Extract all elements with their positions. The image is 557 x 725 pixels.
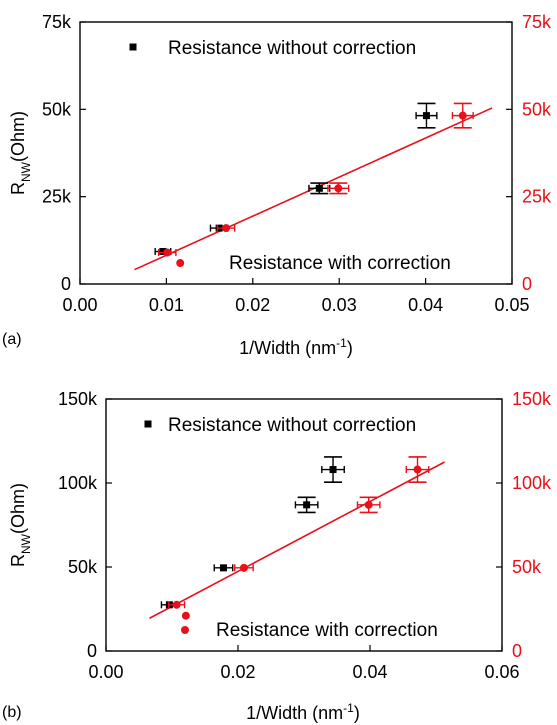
- circle-marker: [181, 611, 190, 620]
- y-tick-label-right: 0: [512, 641, 522, 661]
- x-axis-label-b-end: ): [354, 703, 360, 723]
- point-with-correction: [157, 248, 177, 257]
- x-axis-label-b-main: 1/Width (nm: [246, 703, 343, 723]
- square-marker: [159, 248, 167, 256]
- x-ticks-b: 0.00 0.02 0.04 0.06: [88, 645, 520, 682]
- point-with-correction: [233, 563, 254, 572]
- y-ticks-left-a: 0 25k 50k 75k: [42, 12, 86, 294]
- plot-frame-b: [105, 398, 503, 652]
- point-with-correction: [451, 102, 474, 129]
- point-with-correction: [181, 611, 190, 620]
- y-axis-label-b: RNW(Ohm): [8, 483, 33, 567]
- point-with-correction: [327, 182, 350, 195]
- y-tick-label-left: 0: [87, 641, 97, 661]
- square-marker: [422, 112, 430, 120]
- point-with-correction: [176, 259, 185, 268]
- x-axis-label-a: 1/Width (nm-1): [239, 336, 353, 358]
- square-marker: [303, 501, 311, 509]
- points-layer-a: [129, 43, 493, 271]
- y-axis-label-a-end: (Ohm): [8, 111, 28, 162]
- y-axis-label-a-sub: NW: [19, 161, 33, 182]
- x-tick-label: 0.04: [408, 295, 443, 315]
- legend-circle-marker: [181, 626, 189, 634]
- legend-square-marker: [129, 43, 137, 51]
- x-tick-label: 0.02: [235, 295, 270, 315]
- circle-marker: [239, 563, 248, 572]
- x-tick-label: 0.00: [88, 662, 123, 682]
- circle-marker: [413, 465, 422, 474]
- point-without-correction: [321, 456, 345, 483]
- y-axis-label-b-main: R: [8, 554, 28, 567]
- y-tick-label-right: 50k: [512, 557, 542, 577]
- y-ticks-right-b: 0 50k 100k 150k: [496, 389, 552, 661]
- circle-marker: [458, 111, 467, 120]
- point-with-correction: [216, 224, 236, 233]
- legend-label-without-b: Resistance without correction: [168, 415, 416, 436]
- y-tick-label-right: 100k: [512, 473, 552, 493]
- square-marker: [219, 564, 227, 572]
- y-axis-label-b-end: (Ohm): [8, 483, 28, 534]
- y-tick-label-right: 25k: [522, 187, 552, 207]
- y-axis-label-b-sub: NW: [19, 533, 33, 554]
- point-with-correction: [405, 456, 430, 483]
- y-tick-label-left: 50k: [68, 557, 98, 577]
- x-tick-label: 0.05: [494, 295, 529, 315]
- chart-panel-a: 0.00 0.01 0.02 0.03 0.04 0.05 0 25k 50k 75k 0 25k…: [2, 12, 552, 358]
- circle-marker: [364, 500, 373, 509]
- panel-label-b: (b): [2, 704, 22, 721]
- x-tick-label: 0.02: [220, 662, 255, 682]
- legend-label-with-b: Resistance with correction: [216, 620, 438, 641]
- y-ticks-right-a: 0 25k 50k 75k: [506, 12, 552, 294]
- x-axis-label-a-sup: -1: [336, 336, 347, 350]
- y-axis-label-a: RNW(Ohm): [8, 111, 33, 195]
- y-tick-label-right: 75k: [522, 12, 552, 32]
- legend-label-without-a: Resistance without correction: [168, 38, 416, 59]
- y-tick-label-right: 50k: [522, 99, 552, 119]
- x-ticks-a: 0.00 0.01 0.02 0.03 0.04 0.05: [62, 278, 530, 315]
- x-tick-label: 0.03: [322, 295, 357, 315]
- point-without-correction: [308, 182, 331, 195]
- y-tick-label-left: 75k: [42, 12, 72, 32]
- panel-label-a: (a): [2, 331, 22, 348]
- y-axis-label-a-main: R: [8, 182, 28, 195]
- y-ticks-left-b: 0 50k 100k 150k: [58, 389, 112, 661]
- y-tick-label-right: 150k: [512, 389, 552, 409]
- circle-marker: [172, 600, 181, 609]
- x-tick-label: 0.06: [484, 662, 519, 682]
- circle-marker: [222, 224, 231, 233]
- legend-label-with-a: Resistance with correction: [229, 253, 451, 274]
- y-tick-label-left: 50k: [42, 99, 72, 119]
- y-tick-label-left: 150k: [58, 389, 98, 409]
- x-axis-label-b-sup: -1: [343, 701, 354, 715]
- x-tick-label: 0.00: [62, 295, 97, 315]
- x-axis-label-a-end: ): [347, 338, 353, 358]
- point-without-correction: [415, 102, 438, 129]
- circle-marker: [163, 248, 172, 257]
- circle-marker: [176, 259, 185, 268]
- x-tick-label: 0.01: [149, 295, 184, 315]
- y-tick-label-left: 25k: [42, 187, 72, 207]
- point-without-correction: [294, 496, 319, 514]
- square-marker: [315, 184, 323, 192]
- circle-marker: [334, 184, 343, 193]
- x-axis-label-b: 1/Width (nm-1): [246, 701, 360, 723]
- point-with-correction: [167, 600, 186, 609]
- points-layer-b: [144, 420, 445, 634]
- x-tick-label: 0.04: [352, 662, 387, 682]
- plot-frame-a: [79, 21, 513, 285]
- y-tick-label-left: 100k: [58, 473, 98, 493]
- x-axis-label-a-main: 1/Width (nm: [239, 338, 336, 358]
- y-tick-label-left: 0: [61, 274, 71, 294]
- plot-area-b: [105, 398, 503, 652]
- fit-line: [149, 461, 445, 619]
- square-marker: [329, 466, 337, 474]
- point-without-correction: [213, 564, 234, 572]
- chart-panel-b: 0.00 0.02 0.04 0.06 0 50k 100k 150k 0 50k 100k 15…: [2, 389, 552, 723]
- point-with-correction: [356, 496, 381, 514]
- y-tick-label-right: 0: [522, 274, 532, 294]
- plot-area-a: [79, 21, 513, 285]
- legend-square-marker: [144, 420, 152, 428]
